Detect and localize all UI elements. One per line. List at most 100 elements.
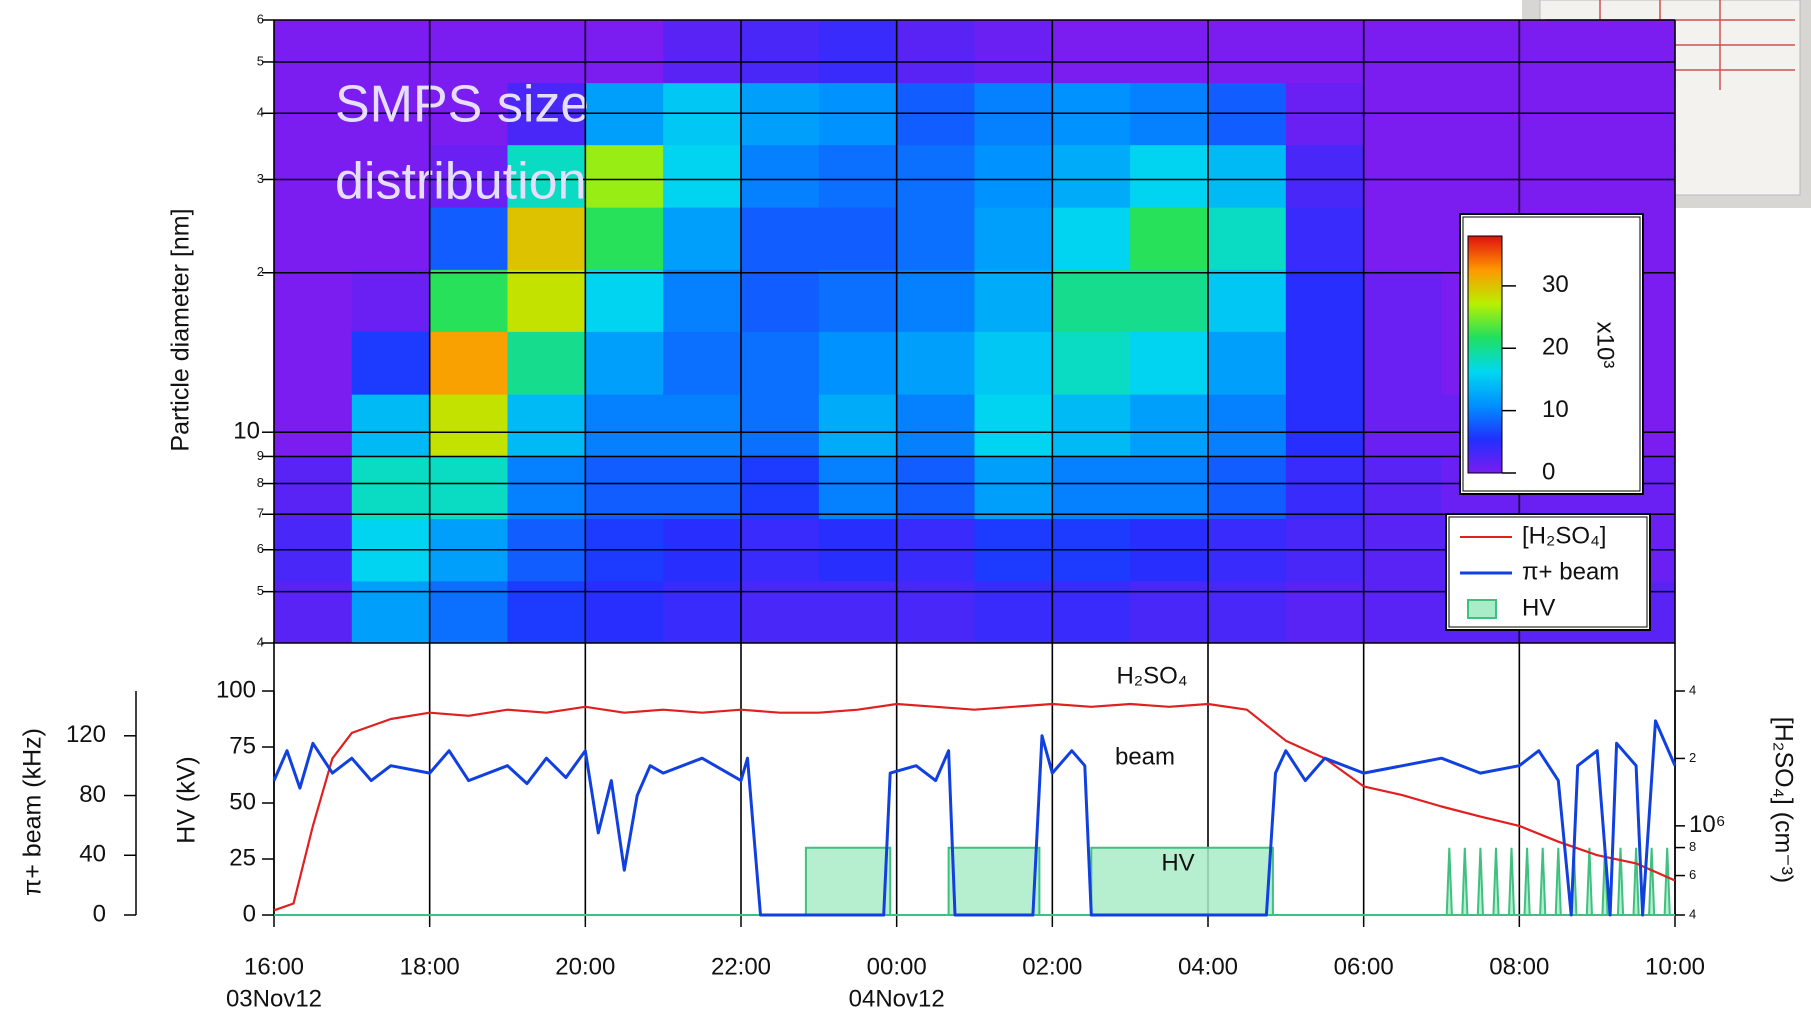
- heatmap-cell: [1130, 580, 1209, 644]
- y2-tick-label: 10⁶: [1689, 811, 1726, 838]
- annotation: H₂SO₄: [1116, 662, 1187, 689]
- heatmap-cell: [663, 394, 742, 457]
- heatmap-cell: [1052, 20, 1131, 84]
- heatmap-cell: [507, 144, 586, 208]
- y-tick-label: 6: [257, 541, 264, 556]
- colorbar-tick-label: 20: [1542, 334, 1569, 361]
- heatmap-cell: [585, 269, 664, 332]
- heatmap-cell: [1052, 207, 1131, 270]
- line: [272, 719, 1677, 917]
- heatmap-cell: [974, 394, 1053, 457]
- x-tick-label: 04:00: [1178, 953, 1238, 980]
- date-label: 03Nov12: [226, 985, 322, 1012]
- y-tick-label: 2: [257, 264, 264, 279]
- heatmap-cell: [896, 394, 975, 457]
- colorbar-tick-label: 10: [1542, 396, 1569, 423]
- heatmap-cell: [818, 580, 898, 644]
- annotation: SMPS size: [335, 76, 589, 134]
- y-tick-label: 10: [233, 418, 260, 445]
- x-tick-label: 02:00: [1022, 953, 1082, 980]
- x-tick-label: 10:00: [1645, 953, 1705, 980]
- heatmap-cell: [818, 331, 898, 395]
- annotation: beam: [1115, 743, 1175, 770]
- heatmap-cell: [1130, 456, 1209, 520]
- heatmap-cell: [818, 20, 898, 84]
- heatmap-cell: [1363, 207, 1442, 270]
- heatmap-cell: [1285, 207, 1365, 270]
- heatmap-cell: [818, 394, 898, 457]
- heatmap-cell: [818, 456, 898, 520]
- heatmap-cell: [818, 144, 898, 208]
- y-tick-label: 75: [229, 732, 256, 759]
- heatmap-cell: [741, 269, 820, 332]
- heatmap-cell: [274, 269, 353, 332]
- heatmap-cell: [896, 144, 975, 208]
- heatmap-cell: [507, 331, 586, 395]
- heatmap-cell: [1519, 20, 1598, 84]
- heatmap-cell: [507, 207, 586, 270]
- y-tick-label: 5: [257, 583, 264, 598]
- colorbar-label: x10³: [1592, 322, 1619, 369]
- y2-tick-label: 6: [1689, 867, 1696, 882]
- colorbar-tick-label: 30: [1542, 271, 1569, 298]
- heatmap-cell: [429, 456, 508, 520]
- heatmap-cell: [896, 456, 975, 520]
- heatmap-cell: [1285, 269, 1365, 332]
- y3-tick-label: 80: [79, 781, 106, 808]
- heatmap-cell: [1130, 269, 1209, 332]
- heatmap-cell: [1597, 20, 1676, 84]
- colorbar: [1467, 235, 1503, 474]
- heatmap-cell: [974, 269, 1053, 332]
- heatmap-cell: [663, 456, 742, 520]
- heatmap-cell: [274, 331, 353, 395]
- heatmap-cell: [507, 20, 586, 84]
- legend-inner: [1448, 516, 1648, 628]
- heatmap-cell: [974, 580, 1053, 644]
- y2-axis-label: [H₂SO₄] (cm⁻³): [1769, 717, 1797, 883]
- heatmap-cell: [507, 269, 586, 332]
- heatmap-cell: [351, 20, 431, 84]
- y-tick-label: 5: [257, 53, 264, 68]
- heatmap-cell: [896, 207, 975, 270]
- heatmap-cell: [1208, 144, 1287, 208]
- heatmap-cell: [896, 331, 975, 395]
- heatmap-cell: [741, 394, 820, 457]
- heatmap-cell: [429, 394, 508, 457]
- y3-axis-label: π+ beam (kHz): [19, 728, 47, 896]
- heatmap-cell: [274, 207, 353, 270]
- heatmap-cell: [351, 394, 431, 457]
- y2-tick-label: 2: [1689, 750, 1696, 765]
- heatmap-cell: [818, 269, 898, 332]
- heatmap-cell: [1363, 394, 1442, 457]
- heatmap-cell: [896, 580, 975, 644]
- heatmap-cell: [429, 144, 508, 208]
- x-tick-label: 16:00: [244, 953, 304, 980]
- heatmap-cell: [1208, 394, 1287, 457]
- heatmap-cell: [351, 580, 431, 644]
- heatmap-cell: [663, 331, 742, 395]
- heatmap-cell: [1441, 144, 1520, 208]
- heatmap-cell: [974, 20, 1053, 84]
- heatmap-cell: [1208, 20, 1287, 84]
- heatmap-cell: [741, 456, 820, 520]
- heatmap-cell: [274, 580, 353, 644]
- heatmap-cell: [274, 20, 353, 84]
- heatmap-cell: [1052, 269, 1131, 332]
- heatmap-cell: [896, 269, 975, 332]
- heatmap-cell: [507, 394, 586, 457]
- heatmap-cell: [974, 456, 1053, 520]
- heatmap-cell: [351, 269, 431, 332]
- x-tick-label: 22:00: [711, 953, 771, 980]
- y-tick-label: 4: [257, 105, 264, 120]
- y-tick-label: 25: [229, 844, 256, 871]
- heatmap-cell: [1130, 20, 1209, 84]
- heatmap-cell: [585, 207, 664, 270]
- legend-label: HV: [1522, 594, 1555, 621]
- y3-tick-label: 120: [66, 721, 106, 748]
- heatmap-cell: [429, 20, 508, 84]
- heatmap-cell: [1130, 394, 1209, 457]
- heatmap-cell: [429, 207, 508, 270]
- heatmap-cell: [274, 456, 353, 520]
- legend-label: [H₂SO₄]: [1522, 522, 1606, 549]
